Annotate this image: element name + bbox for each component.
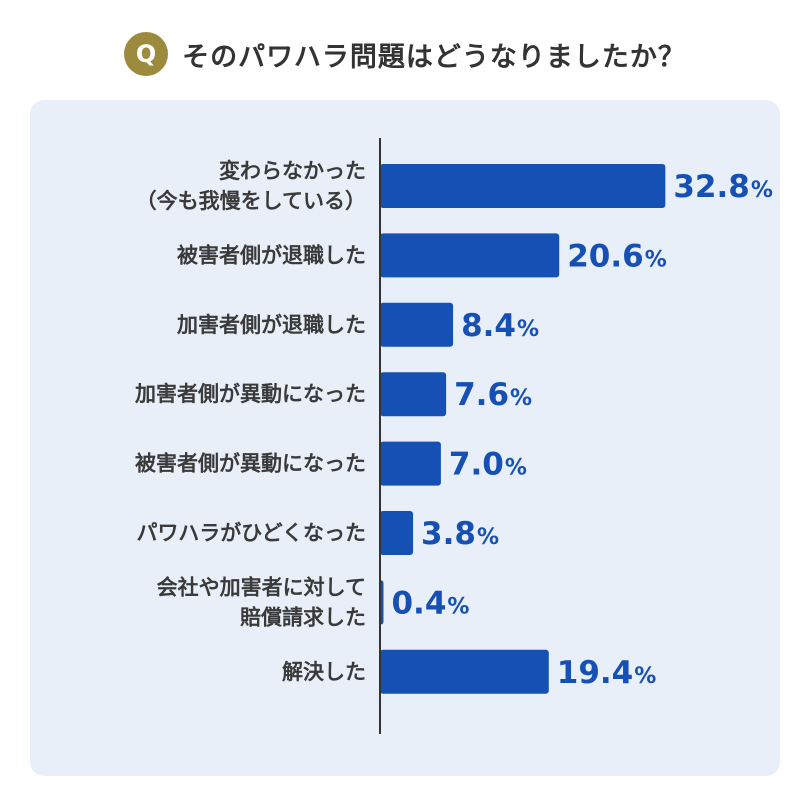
value-label: 8.4%: [461, 308, 539, 344]
category-label: 解決した: [282, 660, 366, 684]
value-label: 7.0%: [449, 447, 527, 483]
category-label: 加害者側が退職した: [176, 313, 366, 337]
value-label: 3.8%: [421, 516, 499, 552]
category-label: 会社や加害者に対して: [157, 575, 366, 599]
value-label: 20.6%: [567, 238, 667, 274]
question-header: Q そのパワハラ問題はどうなりましたか？: [0, 28, 810, 80]
bar-0: [380, 164, 666, 208]
bar-7: [380, 649, 549, 694]
category-label: 加害者側が異動になった: [134, 382, 366, 406]
category-label: 被害者側が異動になった: [135, 452, 366, 476]
question-title: そのパワハラ問題はどうなりましたか？: [182, 41, 686, 73]
bar-2: [380, 302, 454, 347]
category-label: 被害者側が退職した: [177, 243, 366, 267]
category-label: （今も我慢をしている）: [136, 189, 366, 213]
category-label: パワハラがひどくなった: [136, 521, 366, 545]
bar-3: [380, 372, 447, 417]
value-label: 32.8%: [673, 169, 773, 205]
bar-4: [380, 441, 441, 486]
bar-5: [380, 511, 414, 555]
bar-1: [380, 233, 560, 278]
value-label: 19.4%: [557, 655, 657, 691]
category-label: 変わらなかった: [219, 159, 366, 183]
category-label: 賠償請求した: [240, 605, 366, 629]
value-label: 0.4%: [391, 585, 469, 621]
q-badge-icon: Q: [124, 32, 169, 76]
value-label: 7.6%: [454, 377, 532, 413]
